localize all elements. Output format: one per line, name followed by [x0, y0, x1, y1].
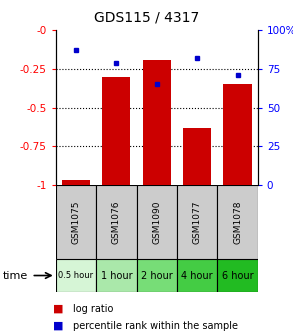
Bar	[137, 185, 177, 259]
Text: 6 hour: 6 hour	[222, 270, 253, 281]
Text: 4 hour: 4 hour	[181, 270, 213, 281]
Bar	[62, 180, 90, 185]
Bar	[96, 259, 137, 292]
Text: GSM1076: GSM1076	[112, 200, 121, 244]
Text: time: time	[3, 270, 28, 281]
Text: ■: ■	[53, 321, 64, 331]
Bar	[183, 128, 211, 185]
Bar	[56, 259, 96, 292]
Text: GSM1077: GSM1077	[193, 200, 202, 244]
Bar	[102, 77, 130, 185]
Text: log ratio: log ratio	[73, 304, 114, 314]
Bar	[177, 185, 217, 259]
Text: 0.5 hour: 0.5 hour	[58, 271, 93, 280]
Bar	[177, 259, 217, 292]
Bar	[217, 185, 258, 259]
Text: ■: ■	[53, 304, 64, 314]
Text: GSM1075: GSM1075	[71, 200, 80, 244]
Text: GSM1090: GSM1090	[152, 200, 161, 244]
Text: GDS115 / 4317: GDS115 / 4317	[94, 10, 199, 24]
Bar	[224, 84, 252, 185]
Bar	[96, 185, 137, 259]
Text: 1 hour: 1 hour	[100, 270, 132, 281]
Bar	[137, 259, 177, 292]
Text: GSM1078: GSM1078	[233, 200, 242, 244]
Text: 2 hour: 2 hour	[141, 270, 173, 281]
Text: percentile rank within the sample: percentile rank within the sample	[73, 321, 238, 331]
Bar	[56, 185, 96, 259]
Bar	[217, 259, 258, 292]
Bar	[143, 59, 171, 185]
